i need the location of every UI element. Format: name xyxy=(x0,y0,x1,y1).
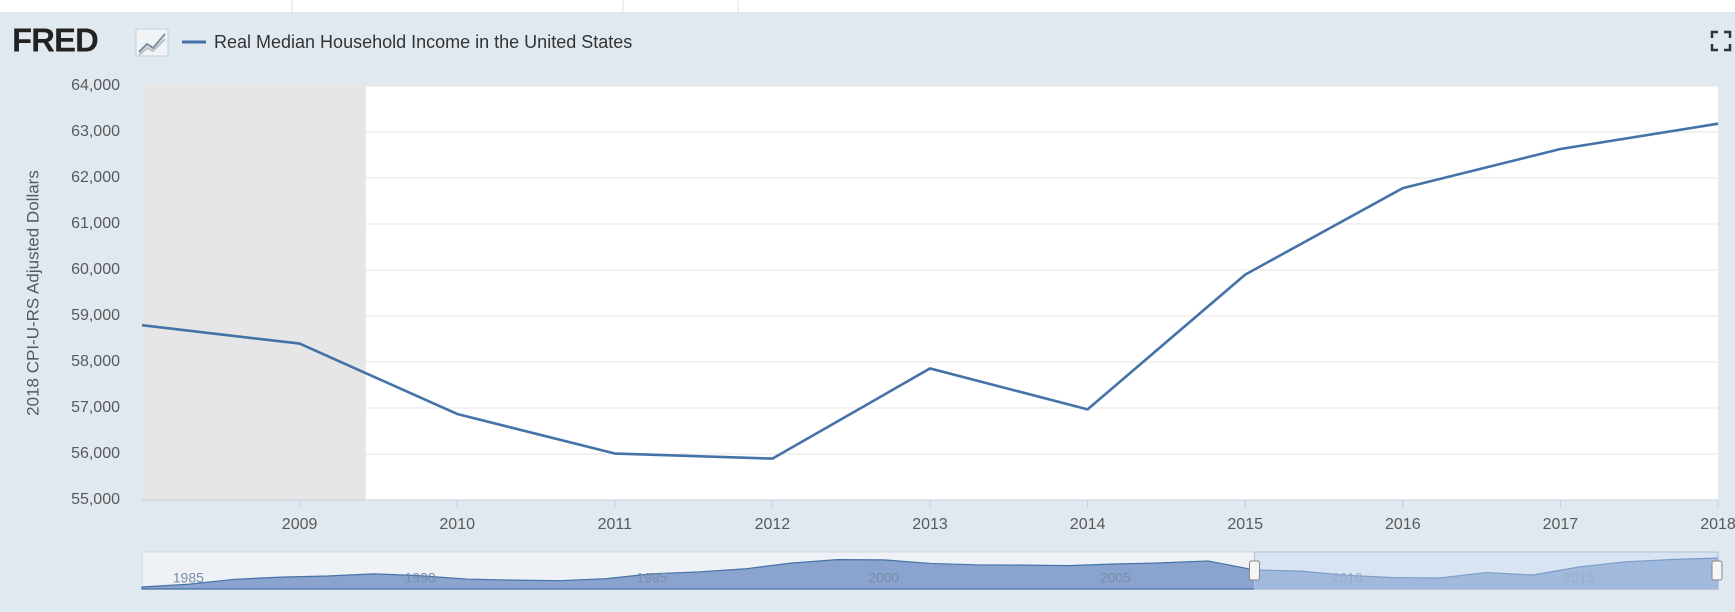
x-tick-label: 2018 xyxy=(1700,516,1735,533)
navigator-tick-label: 2000 xyxy=(868,570,899,586)
x-tick-label: 2011 xyxy=(598,516,633,533)
x-tick-label: 2016 xyxy=(1385,516,1421,533)
logo-icon xyxy=(135,28,169,57)
navigator-tick-label: 2015 xyxy=(1563,570,1594,586)
top-strip xyxy=(0,0,1735,12)
y-tick-label: 60,000 xyxy=(71,261,120,278)
navigator-selection xyxy=(1253,551,1719,590)
y-tick-label: 61,000 xyxy=(71,215,120,232)
y-axis-label: 2018 CPI-U-RS Adjusted Dollars xyxy=(23,170,42,416)
y-tick-label: 62,000 xyxy=(71,169,120,186)
y-tick-label: 64,000 xyxy=(71,77,120,94)
y-tick-label: 58,000 xyxy=(71,353,120,370)
plot-background xyxy=(142,86,1718,500)
y-tick-label: 59,000 xyxy=(71,307,120,324)
x-tick-label: 2017 xyxy=(1543,516,1579,533)
x-tick-label: 2015 xyxy=(1227,516,1263,533)
x-tick-label: 2013 xyxy=(912,516,948,533)
x-tick-label: 2012 xyxy=(755,516,791,533)
y-tick-label: 55,000 xyxy=(71,491,120,508)
y-tick-label: 56,000 xyxy=(71,445,120,462)
legend-label: Real Median Household Income in the Unit… xyxy=(214,32,632,52)
y-tick-label: 63,000 xyxy=(71,123,120,140)
navigator-tick-label: 1985 xyxy=(173,570,204,586)
y-tick-label: 57,000 xyxy=(71,399,120,416)
data-line xyxy=(141,122,1719,460)
navigator-tick-label: 1995 xyxy=(636,570,667,586)
x-tick-label: 2009 xyxy=(282,516,318,533)
fullscreen-icon[interactable] xyxy=(1710,30,1732,52)
navigator-tick-label: 2010 xyxy=(1332,570,1363,586)
navigator-area xyxy=(141,557,1719,590)
navigator-handle[interactable] xyxy=(1711,560,1723,581)
recession-shading xyxy=(142,86,366,500)
brand-logo: FRED xyxy=(12,22,98,59)
x-tick-label: 2014 xyxy=(1070,516,1106,533)
navigator-tick-label: 1990 xyxy=(405,570,436,586)
navigator-handle[interactable] xyxy=(1248,560,1260,581)
x-tick-label: 2010 xyxy=(439,516,475,533)
navigator-tick-label: 2005 xyxy=(1100,570,1131,586)
